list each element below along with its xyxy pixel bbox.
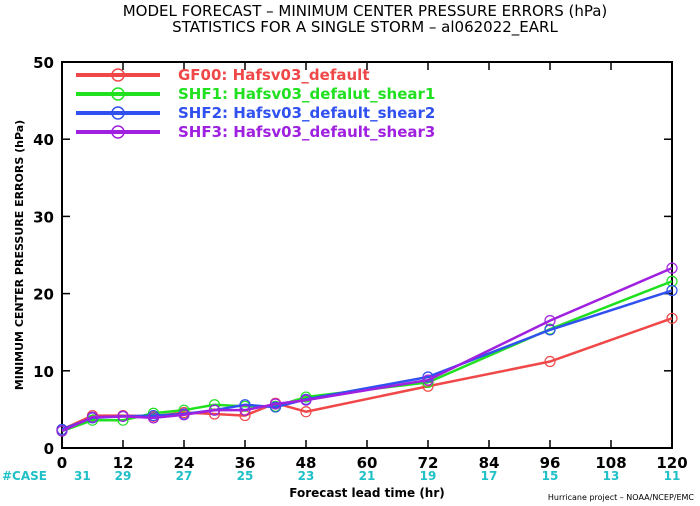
y-axis-label: MINIMUM CENTER PRESSURE ERRORS (hPa) [13,120,26,390]
legend-entry-label: GF00: Hafsv03_default [178,66,369,84]
legend-swatch-marker [111,68,125,82]
data-point [544,324,556,336]
case-count: 15 [542,469,559,483]
x-tick-label: 24 [174,454,195,472]
data-point [178,409,190,421]
case-count: 29 [115,469,132,483]
data-point [666,284,678,297]
data-point [544,315,556,327]
x-tick-label: 84 [479,454,500,472]
data-point [56,425,68,437]
y-axis-ticks: 0 10 20 30 40 50 [33,54,672,458]
case-count: 17 [481,469,498,483]
legend-entry-label: SHF3: Hafsv03_default_shear3 [178,123,435,141]
case-count: 31 [74,469,91,483]
legend-entry-label: SHF2: Hafsv03_default_shear2 [178,104,435,122]
data-point [666,275,678,287]
case-count: 19 [420,469,437,483]
case-count: 25 [237,469,254,483]
data-point [86,411,99,423]
data-point [544,355,556,368]
case-count: 21 [359,469,376,483]
series-3 [56,262,678,437]
x-axis-ticks: 0 12 24 36 48 60 72 84 96 108 120 [57,62,688,472]
data-point [239,404,251,416]
data-point [422,374,434,386]
case-count: 13 [603,469,620,483]
chart-title-line2: STATISTICS FOR A SINGLE STORM – al062022… [172,18,558,37]
y-tick-label: 40 [33,131,54,149]
y-tick-label: 50 [33,54,54,72]
data-point [147,412,160,424]
x-tick-label: 48 [296,454,317,472]
data-point [300,406,312,418]
data-point [269,401,282,413]
y-tick-label: 0 [44,440,54,458]
y-tick-label: 30 [33,208,54,226]
data-point [269,398,282,410]
legend-swatch-marker [111,106,125,120]
case-count-row: #CASE 31 29 27 25 23 21 19 17 15 13 11 [2,469,680,483]
x-tick-label: 12 [113,454,134,472]
x-axis-label: Forecast lead time (hr) [289,486,445,500]
chart-title-line1: MODEL FORECAST – MINIMUM CENTER PRESSURE… [123,2,608,20]
y-tick-label: 20 [33,286,54,304]
x-tick-label: 96 [540,454,561,472]
series-2 [56,284,678,436]
x-tick-label: 120 [656,454,687,472]
legend-swatch-marker [111,125,125,139]
data-point [666,312,678,324]
case-count: 23 [298,469,315,483]
case-count: 27 [176,469,193,483]
data-point [117,410,129,422]
y-tick-label: 10 [33,363,54,381]
case-count: 11 [664,469,681,483]
data-point [208,404,221,416]
data-point [666,262,678,274]
data-point [300,394,312,406]
legend-swatch-marker [111,87,125,101]
x-tick-label: 60 [357,454,378,472]
x-tick-label: 72 [418,454,439,472]
x-tick-label: 36 [235,454,256,472]
credit-text: Hurricane project – NOAA/NCEP/EMC [548,493,695,502]
legend-entry-label: SHF1: Hafsv03_defalut_shear1 [178,85,435,103]
x-tick-label: 0 [57,454,67,472]
series-layer [56,262,678,437]
case-label: #CASE [2,469,47,483]
x-tick-label: 108 [595,454,626,472]
